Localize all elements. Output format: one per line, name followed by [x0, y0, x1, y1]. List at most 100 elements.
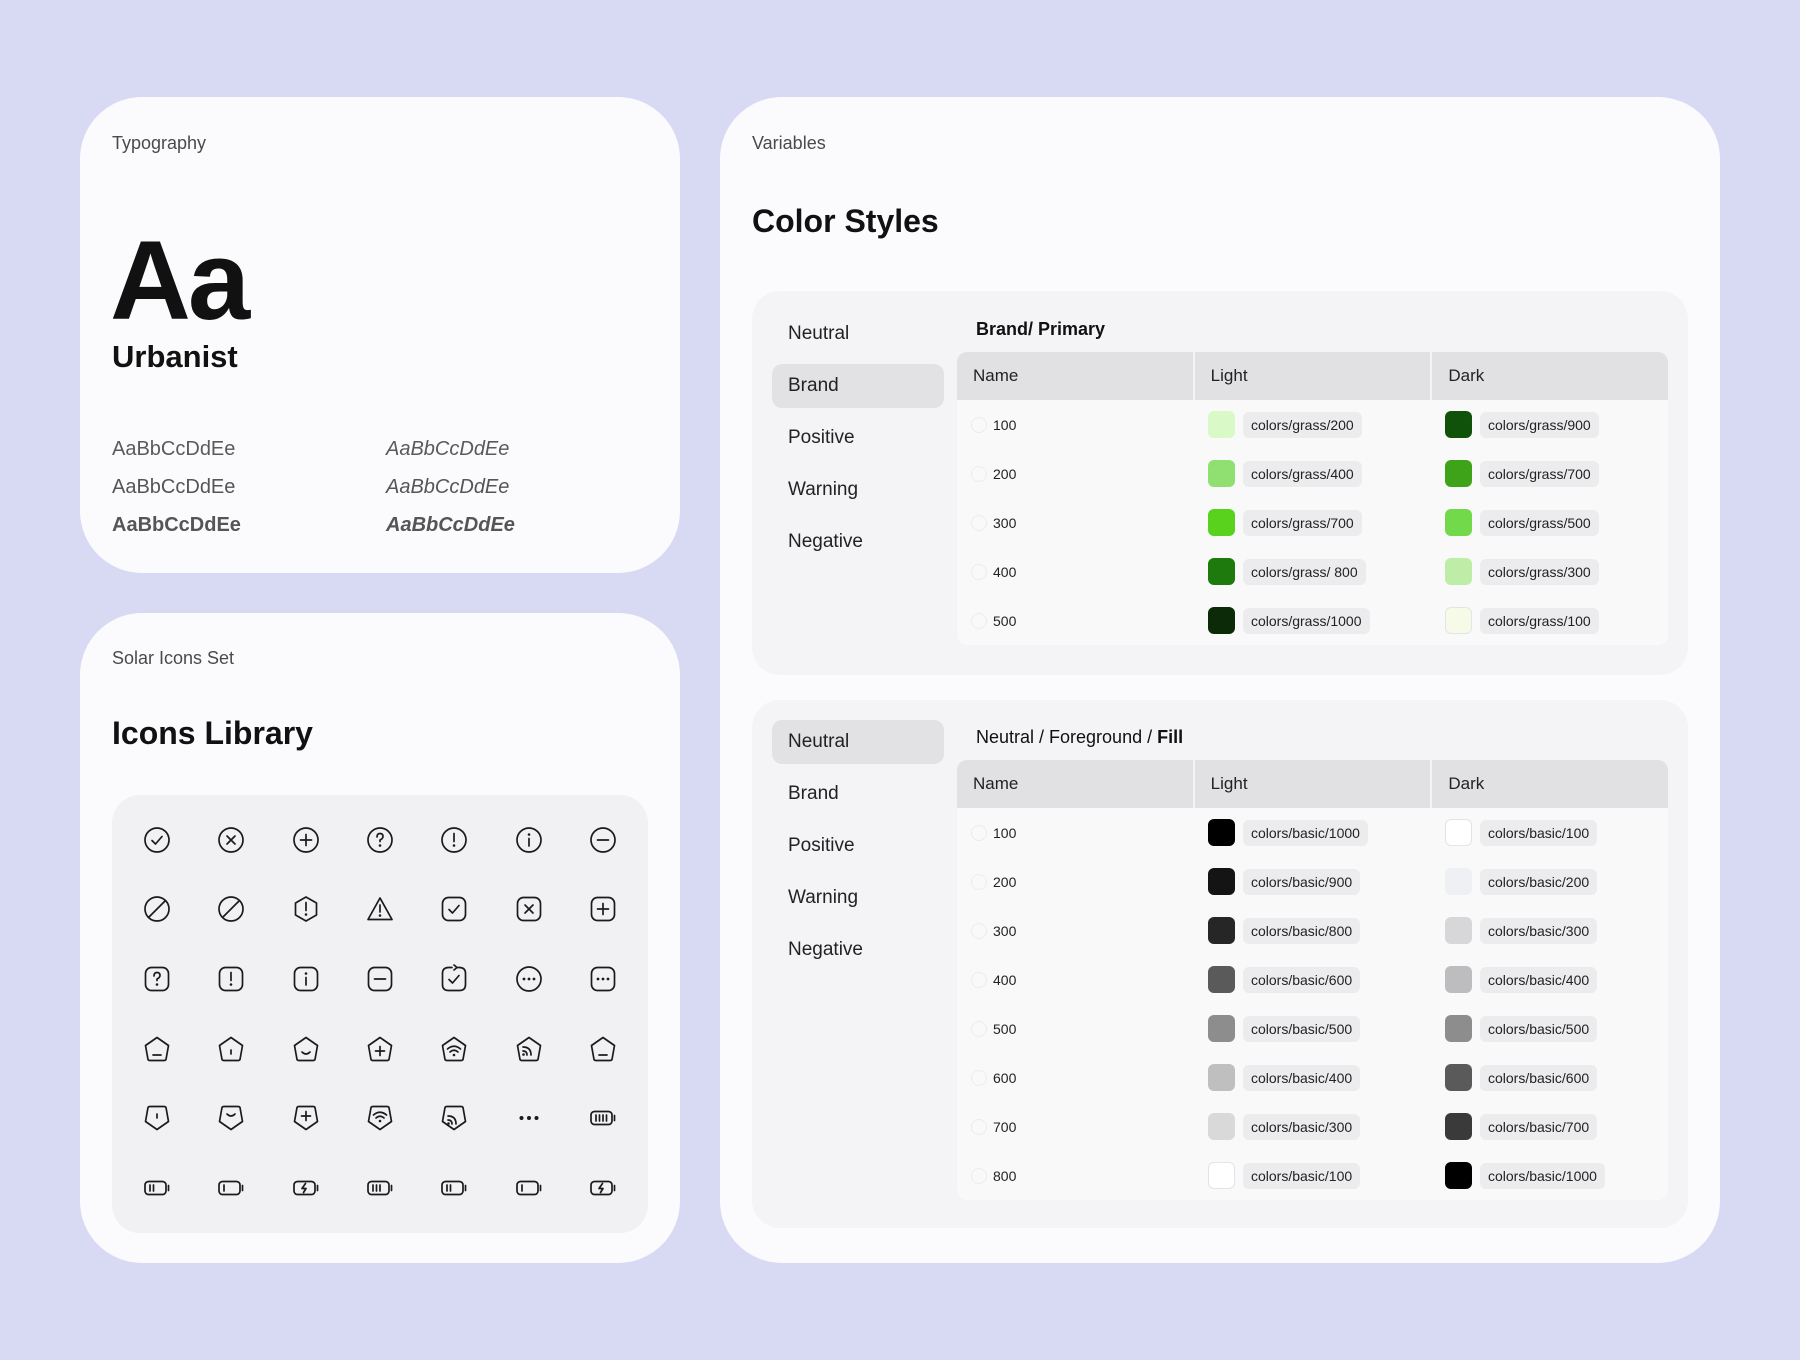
light-color-token[interactable]: colors/grass/200: [1243, 411, 1362, 438]
light-color-token[interactable]: colors/grass/ 800: [1243, 558, 1366, 585]
light-color-token[interactable]: colors/basic/500: [1243, 1015, 1361, 1042]
light-color-token[interactable]: colors/grass/1000: [1243, 607, 1370, 634]
dark-color-token[interactable]: colors/grass/700: [1480, 460, 1599, 487]
check-square-icon[interactable]: [417, 875, 491, 945]
add-square-icon[interactable]: [566, 875, 640, 945]
table-row[interactable]: 800 colors/basic/100 colors/basic/1000: [957, 1151, 1668, 1200]
nav-item-positive[interactable]: Positive: [788, 835, 855, 856]
pentagon-wifi-down-icon[interactable]: [343, 1084, 417, 1154]
battery-full-alt-icon[interactable]: [343, 1153, 417, 1223]
dark-color-token[interactable]: colors/grass/900: [1480, 411, 1599, 438]
dark-color-token[interactable]: colors/basic/500: [1480, 1015, 1598, 1042]
nav-item-warning[interactable]: Warning: [788, 887, 859, 908]
dark-color-token[interactable]: colors/basic/100: [1480, 819, 1598, 846]
nav-item-brand[interactable]: Brand: [788, 783, 839, 804]
dark-color-token[interactable]: colors/basic/200: [1480, 868, 1598, 895]
pentagon-add-down-icon[interactable]: [269, 1084, 343, 1154]
pentagon-wifi-icon[interactable]: [417, 1014, 491, 1084]
light-color-token[interactable]: colors/basic/100: [1243, 1162, 1361, 1189]
question-square-icon[interactable]: [120, 944, 194, 1014]
dark-color-swatch[interactable]: [1445, 1162, 1472, 1189]
table-row[interactable]: 100 colors/basic/1000 colors/basic/100: [957, 808, 1668, 857]
danger-hexagon-icon[interactable]: [269, 875, 343, 945]
refresh-check-square-icon[interactable]: [417, 944, 491, 1014]
info-square-icon[interactable]: [269, 944, 343, 1014]
dark-color-token[interactable]: colors/grass/500: [1480, 509, 1599, 536]
dark-color-swatch[interactable]: [1445, 819, 1472, 846]
nav-item-negative[interactable]: Negative: [788, 939, 863, 960]
check-circle-icon[interactable]: [120, 805, 194, 875]
dark-color-swatch[interactable]: [1445, 558, 1472, 585]
dark-color-swatch[interactable]: [1445, 509, 1472, 536]
dark-color-swatch[interactable]: [1445, 868, 1472, 895]
light-color-token[interactable]: colors/basic/300: [1243, 1113, 1361, 1140]
nav-item-negative[interactable]: Negative: [788, 531, 863, 552]
light-color-swatch[interactable]: [1208, 460, 1235, 487]
menu-dots-circle-icon[interactable]: [491, 944, 565, 1014]
light-color-token[interactable]: colors/basic/900: [1243, 868, 1361, 895]
battery-low-icon[interactable]: [194, 1153, 268, 1223]
battery-low-alt-icon[interactable]: [491, 1153, 565, 1223]
nav-item-neutral[interactable]: Neutral: [772, 720, 944, 764]
nav-item-warning[interactable]: Warning: [788, 479, 859, 500]
table-row[interactable]: 200 colors/grass/400 colors/grass/700: [957, 449, 1668, 498]
dark-color-token[interactable]: colors/basic/700: [1480, 1113, 1598, 1140]
minus-circle-icon[interactable]: [566, 805, 640, 875]
battery-charge-alt-icon[interactable]: [566, 1153, 640, 1223]
light-color-token[interactable]: colors/grass/700: [1243, 509, 1362, 536]
table-row[interactable]: 400 colors/grass/ 800 colors/grass/300: [957, 547, 1668, 596]
light-color-swatch[interactable]: [1208, 868, 1235, 895]
pentagon-signal-down-icon[interactable]: [417, 1084, 491, 1154]
light-color-token[interactable]: colors/basic/1000: [1243, 819, 1368, 846]
table-row[interactable]: 200 colors/basic/900 colors/basic/200: [957, 857, 1668, 906]
dark-color-token[interactable]: colors/basic/600: [1480, 1064, 1598, 1091]
pentagon-minus-alt-icon[interactable]: [566, 1014, 640, 1084]
pentagon-minus-icon[interactable]: [120, 1014, 194, 1084]
dark-color-token[interactable]: colors/grass/100: [1480, 607, 1599, 634]
table-row[interactable]: 300 colors/basic/800 colors/basic/300: [957, 906, 1668, 955]
light-color-token[interactable]: colors/basic/800: [1243, 917, 1361, 944]
forbidden-icon[interactable]: [194, 875, 268, 945]
light-color-swatch[interactable]: [1208, 819, 1235, 846]
dark-color-swatch[interactable]: [1445, 607, 1472, 634]
menu-dots-icon[interactable]: [491, 1084, 565, 1154]
forbidden-circle-icon[interactable]: [120, 875, 194, 945]
pentagon-dot-down-icon[interactable]: [120, 1084, 194, 1154]
danger-circle-icon[interactable]: [417, 805, 491, 875]
dark-color-token[interactable]: colors/basic/400: [1480, 966, 1598, 993]
battery-charge-icon[interactable]: [269, 1153, 343, 1223]
dark-color-swatch[interactable]: [1445, 1113, 1472, 1140]
add-circle-icon[interactable]: [269, 805, 343, 875]
light-color-swatch[interactable]: [1208, 411, 1235, 438]
light-color-token[interactable]: colors/basic/600: [1243, 966, 1361, 993]
pentagon-signal-icon[interactable]: [491, 1014, 565, 1084]
nav-item-neutral[interactable]: Neutral: [788, 323, 850, 344]
battery-half-icon[interactable]: [120, 1153, 194, 1223]
table-row[interactable]: 500 colors/grass/1000 colors/grass/100: [957, 596, 1668, 645]
nav-item-positive[interactable]: Positive: [788, 427, 855, 448]
danger-triangle-icon[interactable]: [343, 875, 417, 945]
table-row[interactable]: 300 colors/grass/700 colors/grass/500: [957, 498, 1668, 547]
menu-dots-square-icon[interactable]: [566, 944, 640, 1014]
question-circle-icon[interactable]: [343, 805, 417, 875]
pentagon-dot-icon[interactable]: [194, 1014, 268, 1084]
nav-item-brand[interactable]: Brand: [772, 364, 944, 408]
light-color-token[interactable]: colors/basic/400: [1243, 1064, 1361, 1091]
pentagon-smile-down-icon[interactable]: [194, 1084, 268, 1154]
light-color-swatch[interactable]: [1208, 966, 1235, 993]
light-color-swatch[interactable]: [1208, 558, 1235, 585]
dark-color-swatch[interactable]: [1445, 411, 1472, 438]
table-row[interactable]: 600 colors/basic/400 colors/basic/600: [957, 1053, 1668, 1102]
table-row[interactable]: 500 colors/basic/500 colors/basic/500: [957, 1004, 1668, 1053]
table-row[interactable]: 700 colors/basic/300 colors/basic/700: [957, 1102, 1668, 1151]
light-color-swatch[interactable]: [1208, 1064, 1235, 1091]
light-color-swatch[interactable]: [1208, 1113, 1235, 1140]
dark-color-token[interactable]: colors/grass/300: [1480, 558, 1599, 585]
battery-full-icon[interactable]: [566, 1084, 640, 1154]
dark-color-swatch[interactable]: [1445, 1015, 1472, 1042]
dark-color-token[interactable]: colors/basic/1000: [1480, 1162, 1605, 1189]
light-color-token[interactable]: colors/grass/400: [1243, 460, 1362, 487]
danger-square-icon[interactable]: [194, 944, 268, 1014]
dark-color-token[interactable]: colors/basic/300: [1480, 917, 1598, 944]
table-row[interactable]: 100 colors/grass/200 colors/grass/900: [957, 400, 1668, 449]
